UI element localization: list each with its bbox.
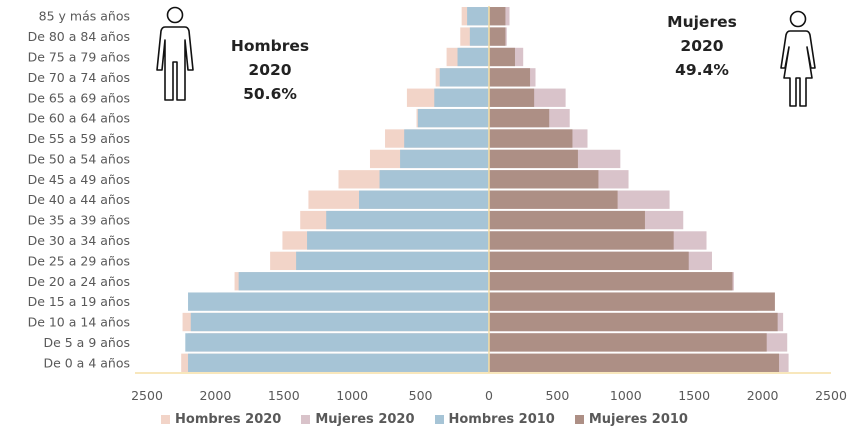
bar-hombres-2010 — [190, 312, 489, 332]
male-annotation-line-1: Hombres — [231, 37, 309, 55]
male-annotation-line-3: 50.6% — [243, 85, 297, 103]
x-tick-label: 500 — [545, 388, 569, 403]
bar-mujeres-2010 — [489, 231, 674, 250]
bar-mujeres-2010 — [489, 47, 515, 67]
bar-hombres-2010 — [404, 129, 489, 148]
legend-item-mujeres-2010[interactable]: Mujeres 2010 — [574, 412, 688, 427]
bar-hombres-2010 — [359, 190, 489, 209]
x-tick-label: 0 — [485, 388, 493, 403]
category-label: De 45 a 49 años — [28, 172, 130, 187]
category-label: De 75 a 79 años — [28, 49, 130, 64]
female-annotation-line-3: 49.4% — [675, 61, 729, 79]
bar-mujeres-2010 — [489, 312, 778, 332]
category-label: De 35 a 39 años — [28, 213, 130, 228]
category-label: 85 y más años — [39, 9, 130, 24]
legend-label: Hombres 2020 — [175, 412, 282, 427]
bar-mujeres-2010 — [489, 272, 733, 291]
bar-hombres-2010 — [400, 149, 489, 169]
series-hombres-2010 — [185, 7, 490, 372]
bar-mujeres-2010 — [489, 7, 506, 26]
category-label: De 5 a 9 años — [43, 335, 130, 350]
category-label: De 60 a 64 años — [28, 111, 130, 126]
bar-mujeres-2010 — [489, 88, 535, 107]
female-annotation-line-2: 2020 — [680, 37, 723, 55]
category-label: De 70 a 74 años — [28, 70, 130, 85]
bar-mujeres-2010 — [489, 292, 775, 311]
bar-hombres-2010 — [185, 333, 489, 352]
category-label: De 10 a 14 años — [28, 315, 130, 330]
legend-item-hombres-2020[interactable]: Hombres 2020 — [161, 412, 281, 427]
legend-label: Mujeres 2010 — [588, 412, 688, 427]
legend-item-hombres-2010[interactable]: Hombres 2010 — [434, 412, 555, 427]
bar-hombres-2010 — [434, 88, 489, 107]
category-label: De 40 a 44 años — [28, 192, 130, 207]
category-label: De 50 a 54 años — [28, 151, 130, 166]
x-tick-label: 1000 — [336, 388, 368, 403]
bar-mujeres-2010 — [489, 149, 578, 169]
legend-swatch — [301, 415, 311, 424]
female-annotation-line-1: Mujeres — [667, 13, 737, 31]
legend-item-mujeres-2020[interactable]: Mujeres 2020 — [301, 412, 415, 427]
bar-mujeres-2010 — [489, 68, 531, 87]
category-label: De 25 a 29 años — [28, 253, 130, 268]
bar-hombres-2010 — [296, 251, 489, 271]
legend-swatch — [161, 415, 171, 424]
bar-hombres-2010 — [307, 231, 489, 250]
bar-hombres-2010 — [188, 353, 490, 372]
x-tick-label: 2500 — [131, 388, 163, 403]
bar-mujeres-2010 — [489, 27, 506, 46]
category-label: De 65 a 69 años — [28, 90, 130, 105]
x-tick-label: 1500 — [268, 388, 300, 403]
bar-hombres-2010 — [417, 108, 489, 128]
x-tick-label: 1500 — [678, 388, 710, 403]
category-label: De 80 a 84 años — [28, 29, 130, 44]
bar-hombres-2010 — [469, 27, 489, 46]
bar-hombres-2010 — [238, 272, 489, 291]
bar-mujeres-2010 — [489, 108, 550, 128]
population-pyramid-chart: 85 y más años De 80 a 84 años De 75 a 79 a… — [28, 6, 847, 403]
bar-mujeres-2010 — [489, 129, 573, 148]
male-annotation-line-2: 2020 — [248, 61, 291, 79]
category-label: De 20 a 24 años — [28, 274, 130, 289]
x-tick-label: 500 — [409, 388, 433, 403]
legend-label: Mujeres 2020 — [315, 412, 415, 427]
bar-hombres-2010 — [457, 47, 489, 67]
man-outline-icon — [156, 6, 194, 101]
legend-swatch — [574, 415, 584, 424]
bar-hombres-2010 — [467, 7, 489, 26]
bar-hombres-2010 — [326, 210, 489, 230]
x-tick-label: 2500 — [815, 388, 847, 403]
x-tick-labels: 2500 2000 1500 1000 500 0 500 1000 1500 2000 2500 — [131, 388, 847, 403]
series-mujeres-2010 — [489, 7, 780, 372]
bar-mujeres-2010 — [489, 210, 645, 230]
bar-mujeres-2010 — [489, 333, 767, 352]
bar-mujeres-2010 — [489, 251, 689, 271]
bar-mujeres-2010 — [489, 170, 599, 189]
bar-hombres-2010 — [188, 292, 490, 311]
axes — [135, 6, 831, 374]
legend: Hombres 2020 Mujeres 2020 Hombres 2010 M… — [0, 412, 849, 427]
x-tick-label: 1000 — [610, 388, 642, 403]
category-label: De 0 a 4 años — [43, 355, 130, 370]
bar-mujeres-2010 — [489, 190, 618, 209]
woman-outline-icon — [780, 10, 816, 107]
bar-mujeres-2010 — [489, 353, 780, 372]
bar-hombres-2010 — [439, 68, 489, 87]
category-label: De 30 a 34 años — [28, 233, 130, 248]
x-tick-label: 2000 — [747, 388, 779, 403]
category-labels: 85 y más años De 80 a 84 años De 75 a 79 a… — [28, 9, 130, 371]
legend-swatch — [434, 415, 444, 424]
category-label: De 15 a 19 años — [28, 294, 130, 309]
category-label: De 55 a 59 años — [28, 131, 130, 146]
legend-label: Hombres 2010 — [448, 412, 555, 427]
bar-hombres-2010 — [379, 170, 489, 189]
x-tick-label: 2000 — [199, 388, 231, 403]
